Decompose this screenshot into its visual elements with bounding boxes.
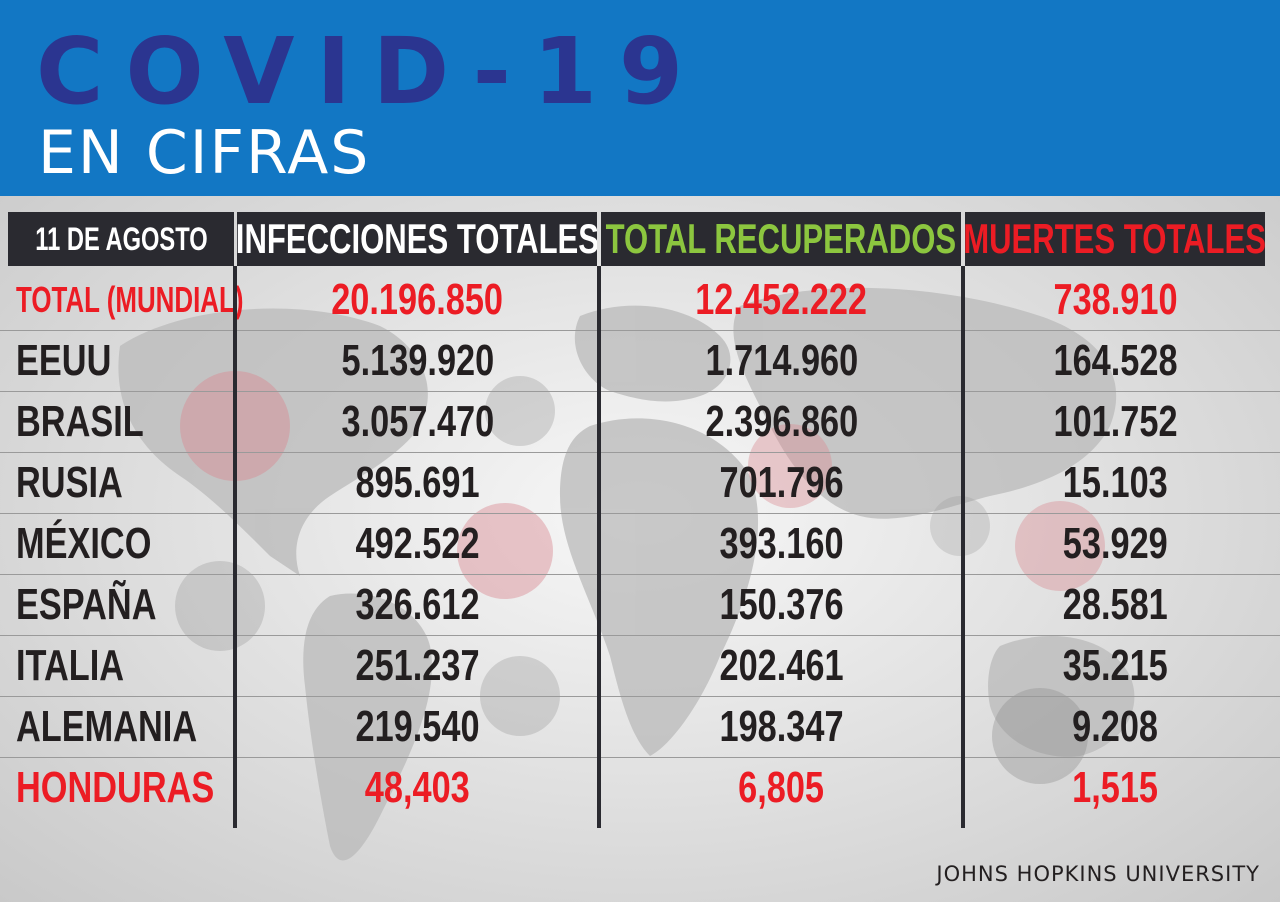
header-deaths: MUERTES TOTALES [965, 212, 1265, 266]
table-row: ESPAÑA 326.612 150.376 28.581 [0, 575, 1280, 636]
recovered-value: 12.452.222 [695, 275, 868, 324]
infections-value: 3.057.470 [341, 397, 494, 446]
infections-value: 326.612 [355, 580, 480, 629]
deaths-value: 1,515 [1072, 763, 1159, 812]
recovered-value: 2.396.860 [705, 397, 858, 446]
page-subtitle: EN CIFRAS [38, 118, 371, 188]
infections-value: 48,403 [365, 763, 470, 812]
country-name: EEUU [16, 336, 112, 385]
recovered-value: 202.461 [719, 641, 844, 690]
source-credit: JOHNS HOPKINS UNIVERSITY [936, 862, 1260, 886]
country-name: RUSIA [16, 458, 123, 507]
country-name: HONDURAS [16, 763, 215, 812]
table-body: TOTAL (MUNDIAL) 20.196.850 12.452.222 73… [0, 270, 1280, 818]
infections-value: 251.237 [355, 641, 480, 690]
infections-value: 895.691 [355, 458, 480, 507]
recovered-value: 393.160 [719, 519, 844, 568]
deaths-value: 9.208 [1072, 702, 1159, 751]
recovered-value: 701.796 [719, 458, 844, 507]
infections-value: 20.196.850 [331, 275, 504, 324]
country-name: MÉXICO [16, 519, 152, 568]
header-banner: COVID-19 EN CIFRAS [0, 0, 1280, 196]
page-title: COVID-19 [36, 18, 705, 125]
table-row: EEUU 5.139.920 1.714.960 164.528 [0, 331, 1280, 392]
country-name: BRASIL [16, 397, 144, 446]
recovered-value: 6,805 [738, 763, 825, 812]
table-row: RUSIA 895.691 701.796 15.103 [0, 453, 1280, 514]
table-header: 11 DE AGOSTO INFECCIONES TOTALES TOTAL R… [0, 212, 1280, 266]
deaths-value: 738.910 [1053, 275, 1178, 324]
table-row: ITALIA 251.237 202.461 35.215 [0, 636, 1280, 697]
recovered-value: 150.376 [719, 580, 844, 629]
deaths-value: 101.752 [1053, 397, 1178, 446]
world-map-background [0, 196, 1280, 902]
recovered-value: 198.347 [719, 702, 844, 751]
infections-value: 492.522 [355, 519, 480, 568]
column-divider [233, 266, 237, 828]
recovered-value: 1.714.960 [705, 336, 858, 385]
infections-value: 219.540 [355, 702, 480, 751]
country-name: ITALIA [16, 641, 125, 690]
header-date: 11 DE AGOSTO [8, 212, 234, 266]
deaths-value: 28.581 [1063, 580, 1168, 629]
deaths-value: 15.103 [1063, 458, 1168, 507]
column-divider [961, 266, 965, 828]
header-recovered: TOTAL RECUPERADOS [601, 212, 961, 266]
country-name: TOTAL (MUNDIAL) [16, 279, 244, 320]
country-name: ESPAÑA [16, 580, 157, 629]
table-row: BRASIL 3.057.470 2.396.860 101.752 [0, 392, 1280, 453]
column-divider [597, 266, 601, 828]
header-infections: INFECCIONES TOTALES [237, 212, 597, 266]
country-name: ALEMANIA [16, 702, 198, 751]
table-row: HONDURAS 48,403 6,805 1,515 [0, 758, 1280, 818]
deaths-value: 164.528 [1053, 336, 1178, 385]
deaths-value: 53.929 [1063, 519, 1168, 568]
table-row: TOTAL (MUNDIAL) 20.196.850 12.452.222 73… [0, 270, 1280, 331]
deaths-value: 35.215 [1063, 641, 1168, 690]
table-row: MÉXICO 492.522 393.160 53.929 [0, 514, 1280, 575]
table-row: ALEMANIA 219.540 198.347 9.208 [0, 697, 1280, 758]
infections-value: 5.139.920 [341, 336, 494, 385]
